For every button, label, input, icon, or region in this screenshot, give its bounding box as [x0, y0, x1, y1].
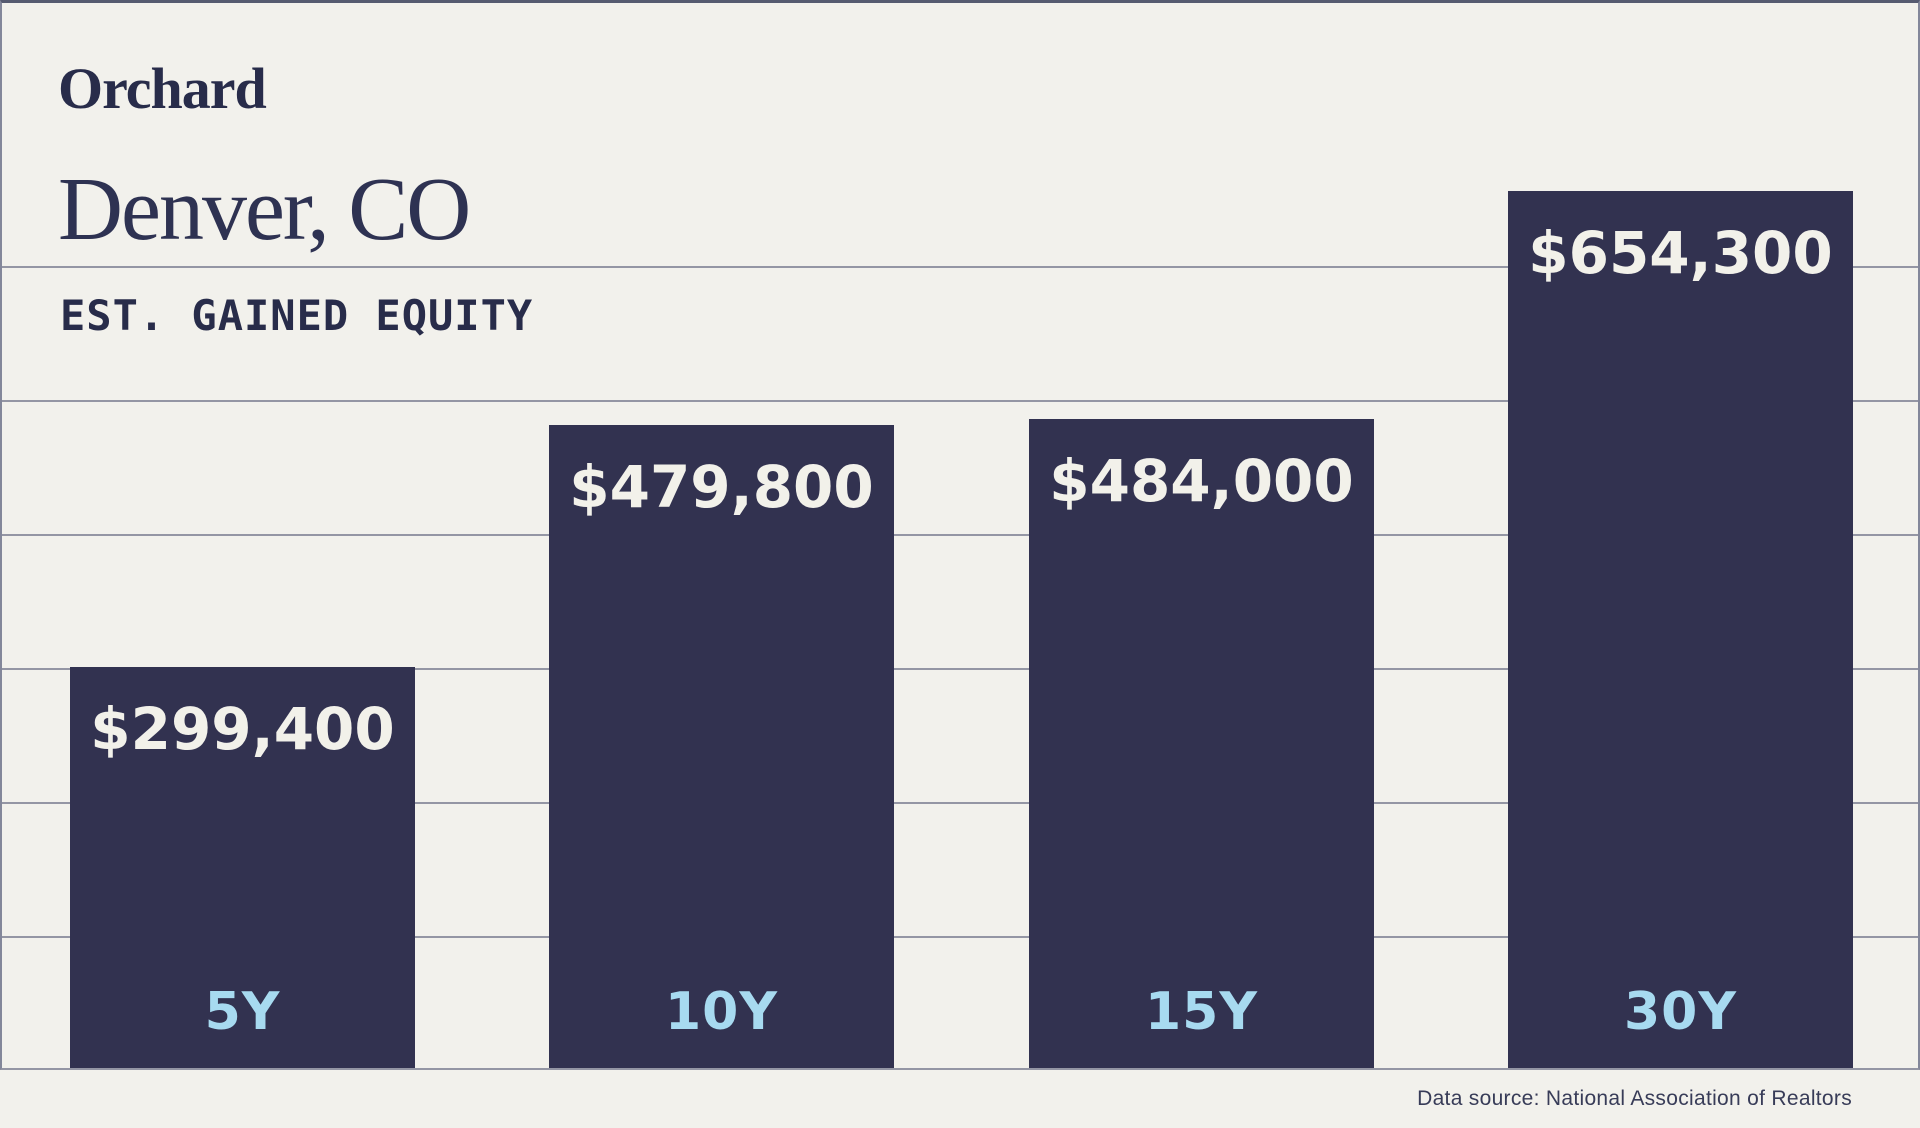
gridline [2, 936, 1918, 938]
gridline [2, 266, 1918, 268]
bar-value-label: $484,000 [1049, 447, 1354, 515]
bar-15y: $484,000 15Y [1029, 419, 1374, 1068]
gridline [2, 534, 1918, 536]
bar-value-label: $654,300 [1528, 219, 1833, 287]
bar-period-label: 15Y [1144, 982, 1259, 1042]
chart-area: Orchard Denver, CO EST. GAINED EQUITY $2… [0, 0, 1920, 1070]
bar-5y: $299,400 5Y [70, 667, 415, 1068]
chart-subtitle: EST. GAINED EQUITY [60, 291, 534, 340]
bar-30y: $654,300 30Y [1508, 191, 1853, 1068]
data-source-note: Data source: National Association of Rea… [1417, 1087, 1852, 1110]
brand-logo: Orchard [58, 56, 267, 121]
bar-period-label: 30Y [1623, 982, 1738, 1042]
bar-period-label: 10Y [664, 982, 779, 1042]
page-title: Denver, CO [58, 160, 471, 259]
bar-value-label: $299,400 [90, 695, 395, 763]
gridline [2, 802, 1918, 804]
bar-10y: $479,800 10Y [549, 425, 894, 1068]
bar-period-label: 5Y [204, 982, 281, 1042]
gridline [2, 668, 1918, 670]
bar-value-label: $479,800 [569, 453, 874, 521]
gridline [2, 400, 1918, 402]
